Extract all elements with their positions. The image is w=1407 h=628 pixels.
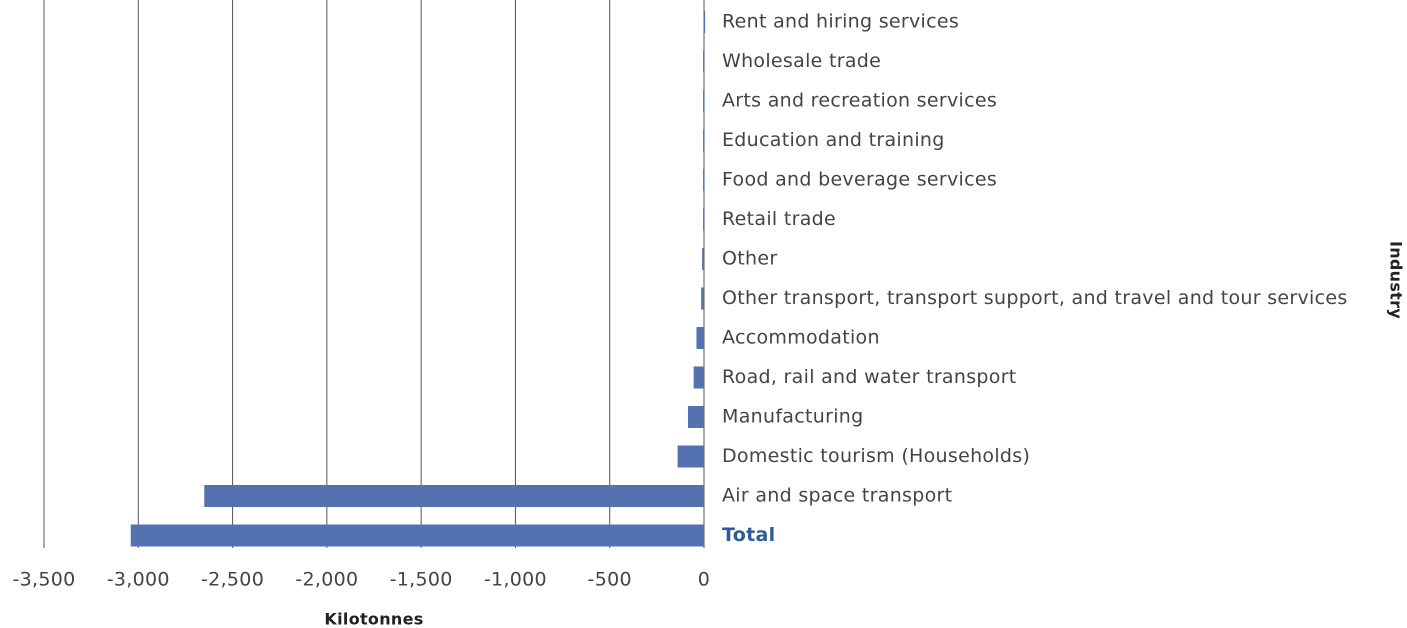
y-tick-label: Other transport, transport support, and … <box>722 287 1348 309</box>
bar <box>130 524 704 547</box>
x-tick-label: -2,000 <box>295 569 358 591</box>
y-tick-label: Manufacturing <box>722 406 863 428</box>
bar <box>703 208 705 231</box>
x-tick-label: -1,000 <box>484 569 547 591</box>
y-tick-label: Accommodation <box>722 327 880 349</box>
bar <box>703 50 705 73</box>
x-tick-label: -3,500 <box>12 569 75 591</box>
bar <box>693 366 704 389</box>
x-axis-title: Kilotonnes <box>324 610 423 628</box>
x-tick-label: -1,500 <box>390 569 453 591</box>
y-tick-label: Total <box>722 524 775 546</box>
x-tick-label: -3,000 <box>107 569 170 591</box>
y-tick-label: Other <box>722 248 777 270</box>
y-tick-label: Education and training <box>722 129 945 151</box>
y-tick-label: Arts and recreation services <box>722 90 997 112</box>
y-tick-label: Retail trade <box>722 208 836 230</box>
y-tick-label: Food and beverage services <box>722 169 997 191</box>
y-tick-label: Rent and hiring services <box>722 11 959 33</box>
y-tick-label: Road, rail and water transport <box>722 366 1017 388</box>
bar <box>702 248 704 270</box>
x-tick-label: -500 <box>588 569 632 591</box>
y-axis-title: Industry <box>1387 241 1406 319</box>
bar <box>703 169 705 191</box>
bar <box>703 129 705 152</box>
bar <box>703 90 705 112</box>
bar <box>696 327 704 349</box>
x-tick-label: 0 <box>698 569 710 591</box>
bar <box>204 485 705 507</box>
bar <box>677 445 704 468</box>
x-tick-label: -2,500 <box>201 569 264 591</box>
y-tick-label: Wholesale trade <box>722 50 881 72</box>
bar <box>703 11 706 33</box>
bar <box>701 287 704 310</box>
bar <box>687 406 704 428</box>
y-tick-label: Air and space transport <box>722 485 952 507</box>
y-tick-label: Domestic tourism (Households) <box>722 445 1030 467</box>
